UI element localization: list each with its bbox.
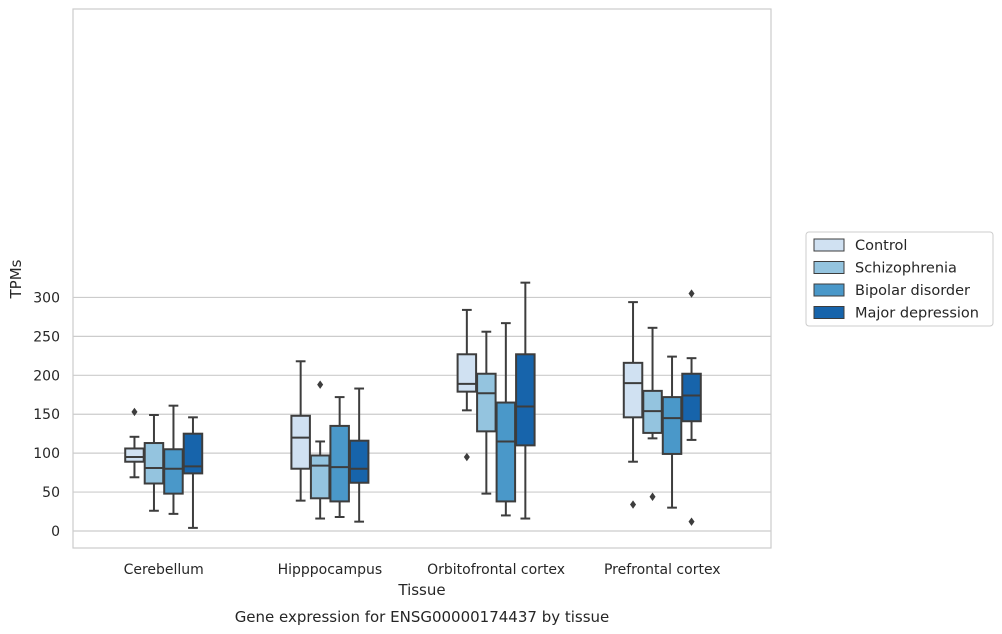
legend-swatch-bipolar-disorder xyxy=(813,283,845,297)
y-tick-label-200: 200 xyxy=(33,368,60,384)
box-bipolar-disorder-orbitofrontal-cortex xyxy=(495,322,517,517)
box-schizophrenia-prefrontal-cortex xyxy=(642,326,663,501)
legend-swatch-major-depression xyxy=(813,306,845,319)
y-tick-label-250: 250 xyxy=(33,329,60,345)
box-body xyxy=(143,442,165,485)
box-major-depression-cerebellum xyxy=(182,416,204,529)
outlier-point xyxy=(131,407,138,417)
chart-caption: Gene expression for ENSG00000174437 by t… xyxy=(235,608,610,626)
box-body xyxy=(309,454,331,500)
box-control-prefrontal-cortex xyxy=(622,301,644,509)
legend-label-control: Control xyxy=(855,238,907,254)
box-body xyxy=(681,372,702,423)
box-body xyxy=(329,424,350,503)
box-control-hipppocampus xyxy=(290,360,311,502)
legend-label-schizophrenia: Schizophrenia xyxy=(855,261,957,277)
legend-label-bipolar-disorder: Bipolar disorder xyxy=(855,283,970,299)
box-schizophrenia-orbitofrontal-cortex xyxy=(476,330,497,495)
box-body xyxy=(163,448,184,495)
plot-area-frame xyxy=(72,8,772,549)
x-tick-label-hipppocampus: Hipppocampus xyxy=(278,562,383,578)
outlier-point xyxy=(630,500,637,509)
x-axis-label: Tissue xyxy=(397,581,445,599)
box-bipolar-disorder-cerebellum xyxy=(163,404,184,515)
outlier-point xyxy=(688,289,695,298)
box-control-orbitofrontal-cortex xyxy=(456,308,478,462)
outlier-point xyxy=(317,380,324,389)
outlier-point xyxy=(463,452,470,462)
box-bipolar-disorder-prefrontal-cortex xyxy=(661,355,683,509)
box-body xyxy=(622,361,644,419)
box-groups xyxy=(124,281,702,529)
box-schizophrenia-cerebellum xyxy=(143,414,165,512)
y-tick-label-300: 300 xyxy=(33,290,60,306)
legend-swatch-schizophrenia xyxy=(813,261,845,274)
x-axis-ticks: Cerebellum Hipppocampus Orbitofrontal cort… xyxy=(124,562,721,578)
box-body xyxy=(661,396,683,455)
box-body xyxy=(290,414,311,470)
legend-swatch-control xyxy=(813,238,845,252)
box-body xyxy=(456,353,478,393)
outlier-point xyxy=(649,492,656,501)
x-tick-label-cerebellum: Cerebellum xyxy=(124,562,204,578)
box-body xyxy=(515,353,536,447)
outlier-point xyxy=(688,517,695,526)
legend-frame xyxy=(805,231,994,327)
box-body xyxy=(476,372,497,433)
y-axis-label: TPMs xyxy=(7,259,25,299)
y-tick-label-50: 50 xyxy=(42,485,60,501)
box-body xyxy=(348,439,370,484)
box-major-depression-prefrontal-cortex xyxy=(681,289,702,526)
legend-label-major-depression: Major depression xyxy=(855,306,979,322)
box-major-depression-hipppocampus xyxy=(348,387,370,523)
x-tick-label-orbitofrontal-cortex: Orbitofrontal cortex xyxy=(427,562,565,578)
box-bipolar-disorder-hipppocampus xyxy=(329,396,350,518)
box-body xyxy=(495,401,517,503)
box-major-depression-orbitofrontal-cortex xyxy=(515,281,536,520)
x-tick-label-prefrontal-cortex: Prefrontal cortex xyxy=(604,562,721,578)
y-tick-label-0: 0 xyxy=(51,524,60,540)
box-body xyxy=(124,447,145,463)
legend: Control Schizophrenia Bipolar disorder Majo… xyxy=(805,231,994,327)
y-axis-ticks: 0 50 100 150 200 250 300 xyxy=(33,290,60,540)
y-tick-label-150: 150 xyxy=(33,407,60,423)
box-body xyxy=(182,432,204,475)
y-tick-label-100: 100 xyxy=(33,446,60,462)
box-control-cerebellum xyxy=(124,407,145,479)
